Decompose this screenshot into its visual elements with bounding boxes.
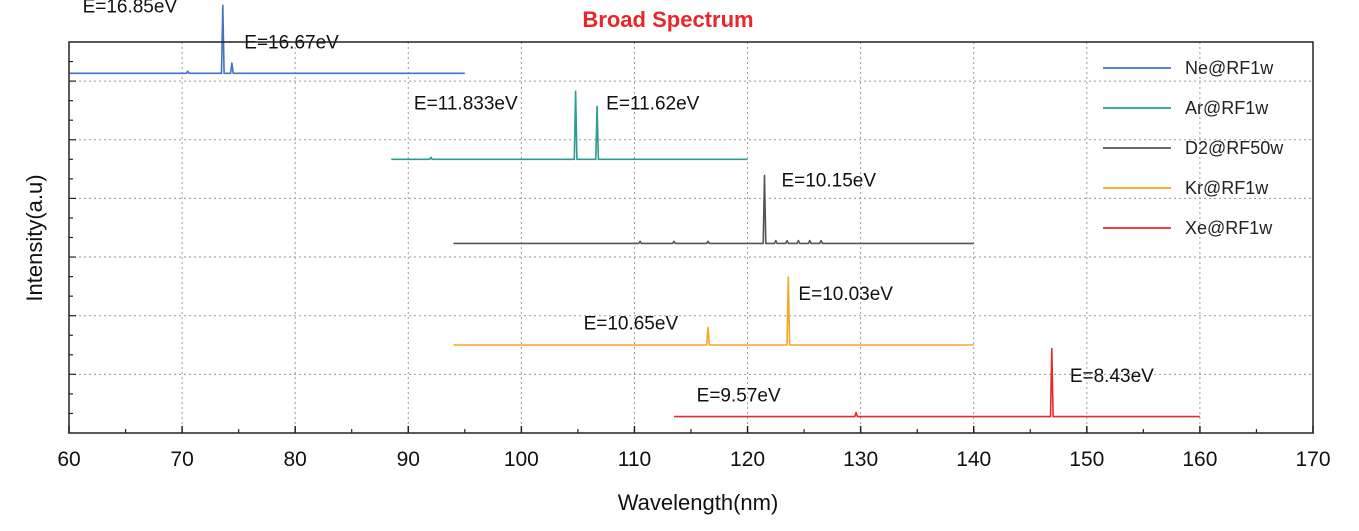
x-tick-label: 150 bbox=[1069, 448, 1104, 471]
x-axis-label: Wavelength(nm) bbox=[618, 490, 779, 515]
x-tick-label: 160 bbox=[1182, 448, 1217, 471]
legend-entry: Kr@RF1w bbox=[1185, 178, 1269, 198]
x-tick-label: 80 bbox=[284, 448, 307, 471]
peak-annotation: E=10.03eV bbox=[798, 284, 893, 305]
x-tick-label: 60 bbox=[57, 448, 80, 471]
peak-annotation: E=16.85eV bbox=[83, 0, 178, 18]
x-tick-label: 70 bbox=[170, 448, 193, 471]
series-lines bbox=[69, 4, 1200, 418]
peak-annotation: E=8.43eV bbox=[1070, 366, 1154, 387]
legend-entry: D2@RF50w bbox=[1185, 138, 1284, 158]
series-line bbox=[453, 276, 974, 346]
series-line bbox=[674, 347, 1200, 418]
series-line bbox=[69, 4, 465, 75]
y-axis-label: Intensity(a.u) bbox=[22, 174, 47, 301]
x-tick-label: 130 bbox=[843, 448, 878, 471]
series-line bbox=[453, 174, 974, 245]
axis-ticks: 60 70 80 90 100 110 120 130 140 150 160 170 bbox=[57, 60, 1331, 471]
legend: Ne@RF1w Ar@RF1w D2@RF50w Kr@RF1w Xe@RF1w bbox=[1103, 58, 1284, 238]
legend-entry: Ne@RF1w bbox=[1185, 58, 1274, 78]
peak-annotation: E=11.833eV bbox=[414, 93, 518, 114]
peak-annotation: E=16.67eV bbox=[244, 33, 339, 54]
peak-annotation: E=10.15eV bbox=[781, 171, 876, 192]
legend-entry: Xe@RF1w bbox=[1185, 218, 1273, 238]
x-tick-label: 110 bbox=[618, 448, 651, 471]
chart-title: Broad Spectrum bbox=[582, 7, 753, 32]
series-line bbox=[391, 90, 748, 161]
grid-lines bbox=[69, 42, 1313, 433]
x-tick-label: 140 bbox=[956, 448, 991, 471]
peak-annotation: E=9.57eV bbox=[697, 386, 781, 407]
peak-annotation: E=10.65eV bbox=[584, 313, 679, 334]
peak-annotations: E=16.85eV E=16.67eV E=11.833eV E=11.62eV E=1… bbox=[83, 0, 1155, 407]
peak-annotation: E=11.62eV bbox=[606, 93, 699, 114]
x-tick-label: 170 bbox=[1295, 448, 1330, 471]
x-tick-label: 100 bbox=[504, 448, 539, 471]
x-tick-label: 120 bbox=[730, 448, 765, 471]
legend-entry: Ar@RF1w bbox=[1185, 98, 1269, 118]
x-tick-label: 90 bbox=[397, 448, 420, 471]
